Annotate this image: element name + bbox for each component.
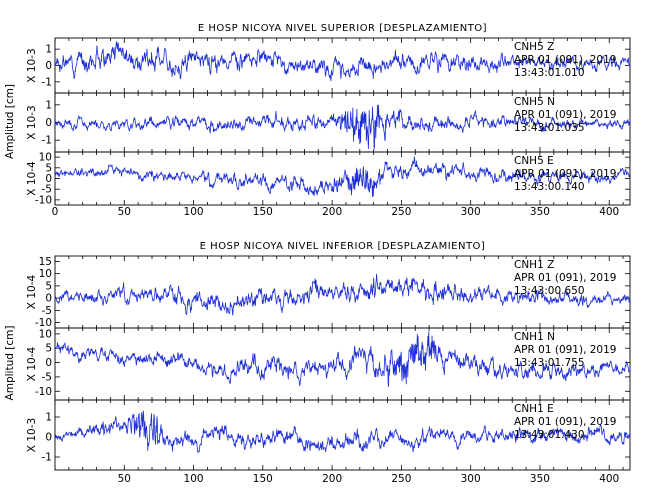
- x-tick-label: 150: [253, 473, 273, 485]
- y-tick-label: 0: [45, 60, 52, 72]
- scale-label: X 10-3: [26, 105, 38, 139]
- waveform-trace: [54, 410, 631, 454]
- scale-label: X 10-4: [26, 275, 38, 310]
- x-tick-label: 100: [184, 473, 204, 485]
- y-tick-label: 1: [45, 412, 52, 424]
- y-tick-label: 1: [45, 99, 52, 111]
- time-label: 13:43:01.035: [514, 122, 585, 134]
- y-axis-label: Amplitud [cm]: [4, 84, 16, 159]
- date-label: APR 01 (091), 2019: [514, 344, 616, 356]
- x-tick-label: 250: [391, 473, 411, 485]
- date-label: APR 01 (091), 2019: [514, 416, 616, 428]
- y-tick-label: -1: [42, 452, 52, 464]
- waveform-trace: [54, 331, 631, 388]
- y-tick-label: 10: [39, 328, 52, 340]
- x-tick-label: 100: [184, 206, 204, 218]
- date-label: APR 01 (091), 2019: [514, 54, 616, 66]
- y-tick-label: 5: [45, 162, 52, 174]
- time-label: 13:43:01.755: [514, 357, 585, 369]
- y-tick-label: -5: [42, 184, 52, 196]
- x-tick-label: 200: [322, 206, 342, 218]
- y-tick-label: -10: [35, 386, 52, 398]
- y-tick-label: 0: [45, 357, 52, 369]
- scale-label: X 10-3: [26, 48, 38, 82]
- waveform-trace: [54, 104, 631, 149]
- x-tick-label: 150: [253, 206, 273, 218]
- time-label: 13:43:01.010: [514, 67, 585, 79]
- y-tick-label: 0: [45, 173, 52, 185]
- channel-label: CNH5 N: [514, 96, 555, 108]
- date-label: APR 01 (091), 2019: [514, 272, 616, 284]
- time-label: 13:43:00.650: [514, 285, 585, 297]
- y-tick-label: -1: [42, 76, 52, 88]
- y-tick-label: -5: [42, 305, 52, 317]
- x-tick-label: 0: [52, 206, 59, 218]
- y-tick-label: 1: [45, 44, 52, 56]
- time-label: 13:43:00.140: [514, 181, 585, 193]
- y-tick-label: 0: [45, 293, 52, 305]
- channel-label: CNH1 E: [514, 403, 554, 415]
- x-tick-label: 50: [118, 473, 131, 485]
- y-tick-label: 5: [45, 343, 52, 355]
- scale-label: X 10-3: [26, 418, 38, 452]
- channel-label: CNH5 Z: [514, 41, 554, 53]
- waveform-trace: [54, 273, 631, 316]
- y-tick-label: 0: [45, 432, 52, 444]
- scale-label: X 10-4: [26, 347, 38, 382]
- x-tick-label: 300: [461, 473, 481, 485]
- y-tick-label: 10: [39, 268, 52, 280]
- y-tick-label: 0: [45, 117, 52, 129]
- waveform-trace: [54, 41, 631, 82]
- channel-label: CNH1 N: [514, 331, 555, 343]
- date-label: APR 01 (091), 2019: [514, 109, 616, 121]
- y-tick-label: -10: [35, 194, 52, 206]
- x-tick-label: 50: [118, 206, 131, 218]
- chart-title: E HOSP NICOYA NIVEL INFERIOR [DESPLAZAMI…: [200, 241, 486, 252]
- x-tick-label: 400: [599, 206, 619, 218]
- x-tick-label: 250: [391, 206, 411, 218]
- time-label: 13:43:01.430: [514, 429, 585, 441]
- y-tick-label: 5: [45, 280, 52, 292]
- x-tick-label: 350: [530, 206, 550, 218]
- y-tick-label: -10: [35, 317, 52, 329]
- date-label: APR 01 (091), 2019: [514, 168, 616, 180]
- channel-label: CNH1 Z: [514, 259, 554, 271]
- x-tick-label: 200: [322, 473, 342, 485]
- y-axis-label: Amplitud [cm]: [4, 326, 16, 401]
- waveform-trace: [54, 156, 631, 197]
- y-tick-label: 10: [39, 152, 52, 164]
- channel-label: CNH5 E: [514, 155, 554, 167]
- x-tick-label: 300: [461, 206, 481, 218]
- y-tick-label: -1: [42, 135, 52, 147]
- scale-label: X 10-4: [26, 161, 38, 196]
- y-tick-label: 15: [39, 256, 52, 268]
- x-tick-label: 400: [599, 473, 619, 485]
- y-tick-label: -5: [42, 371, 52, 383]
- x-tick-label: 350: [530, 473, 550, 485]
- chart-title: E HOSP NICOYA NIVEL SUPERIOR [DESPLAZAMI…: [198, 23, 487, 34]
